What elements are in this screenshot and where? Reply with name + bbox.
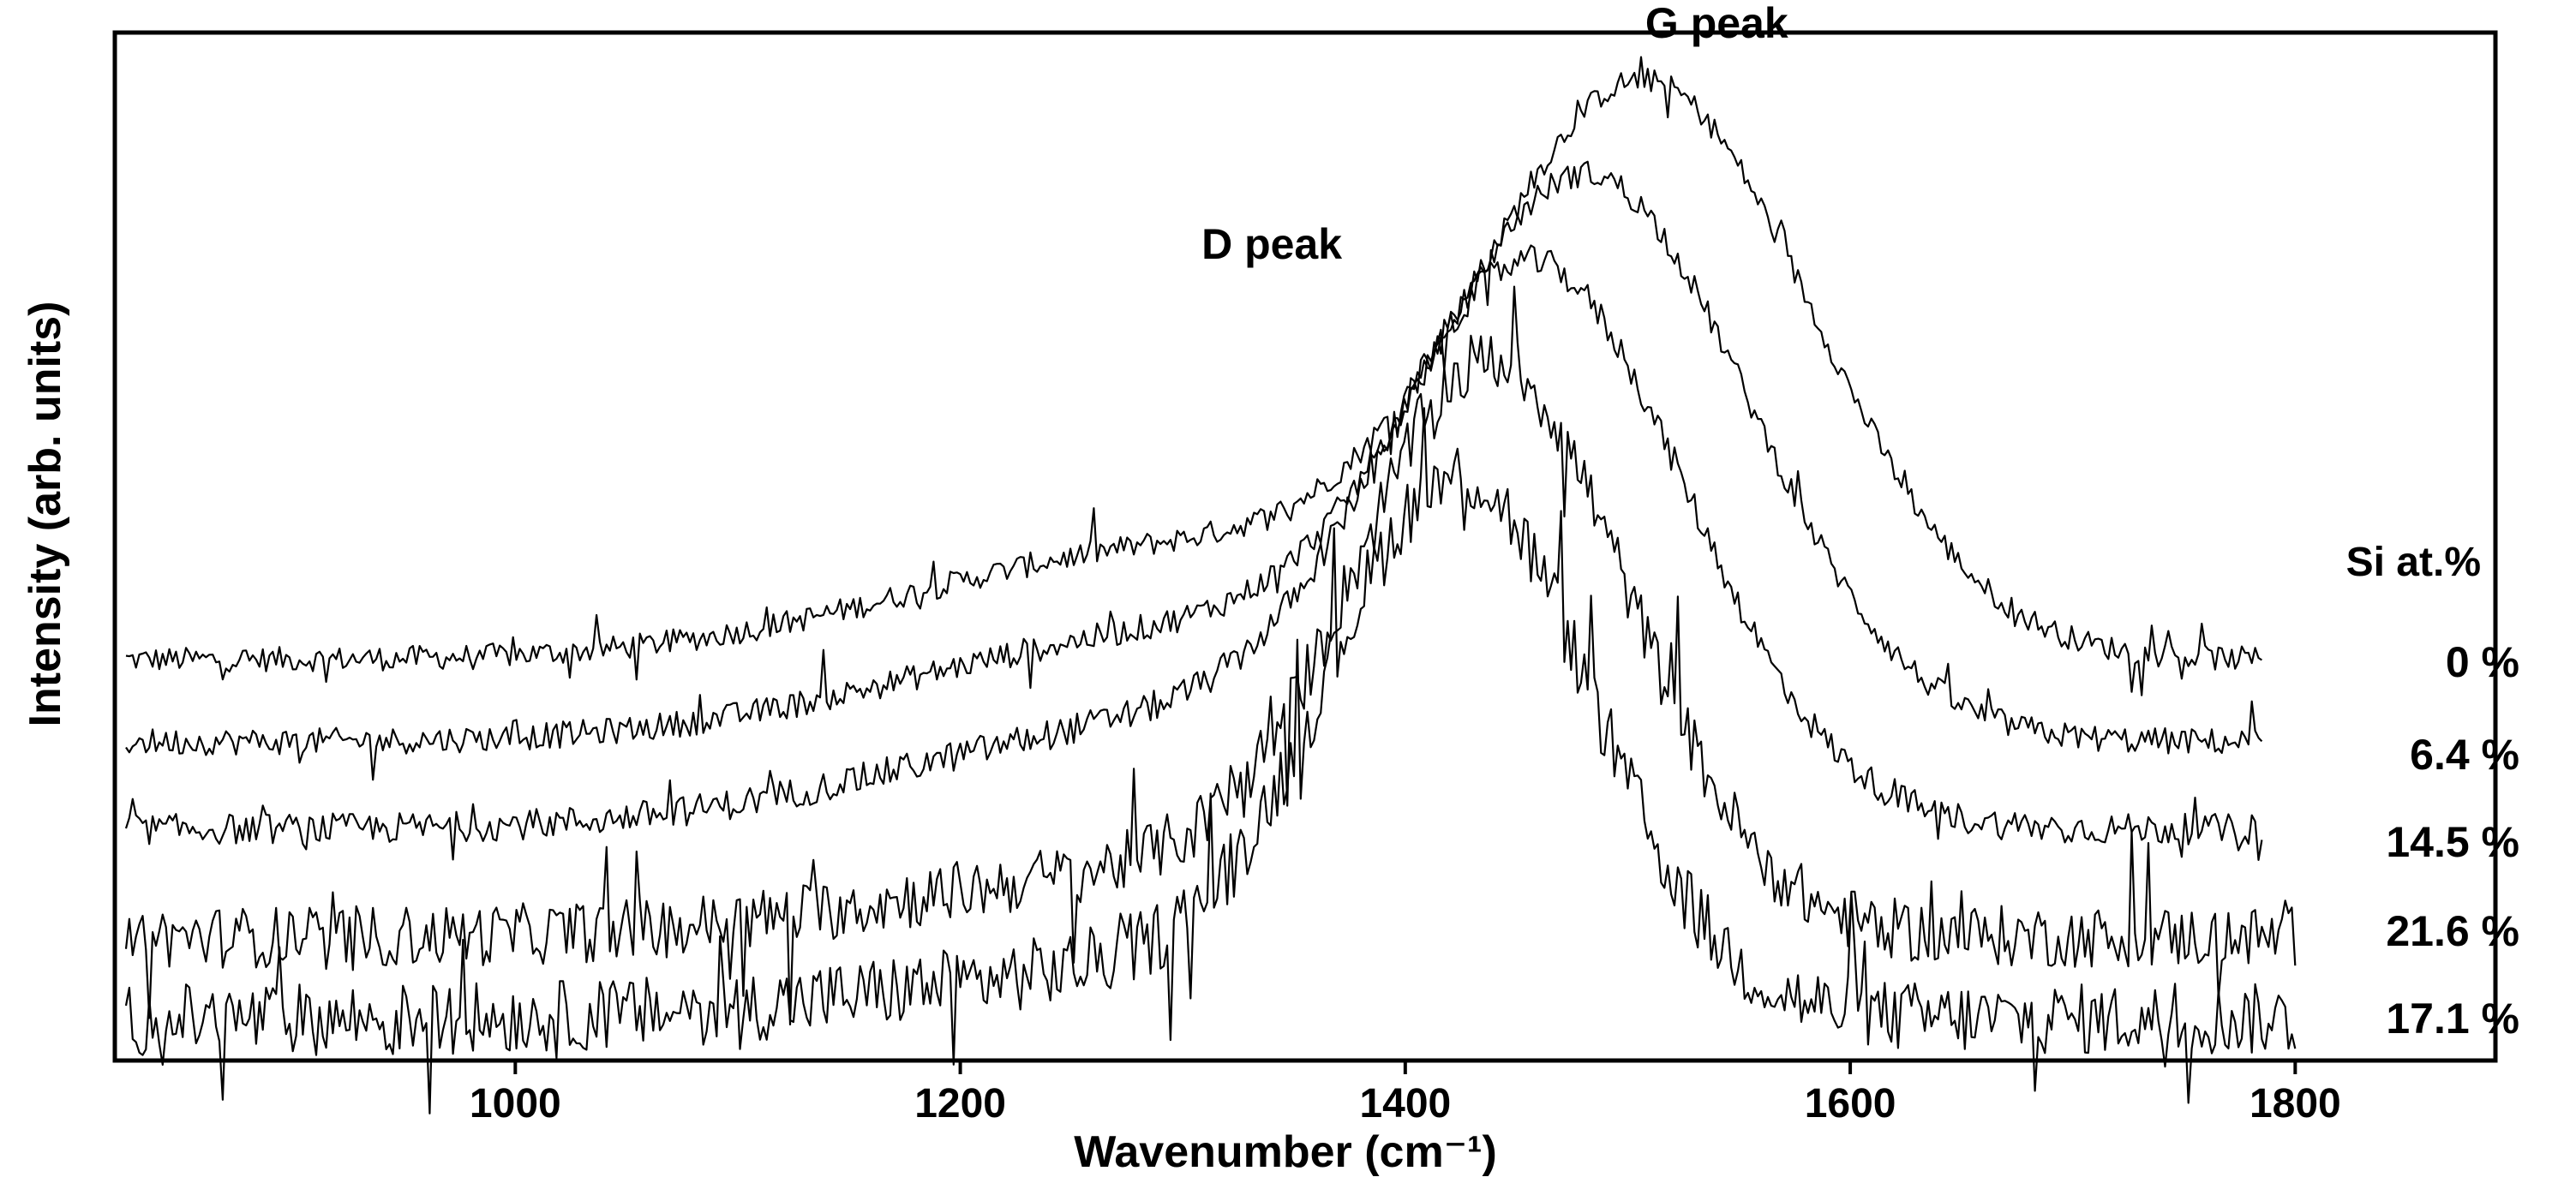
x-tick-label-1800: 1800	[2250, 1081, 2341, 1126]
series-layer	[124, 56, 2297, 1114]
legend: 0 % 6.4 % 14.5 % 21.6 % 17.1 %	[2386, 638, 2519, 1043]
x-axis: 1000 1200 1400 1600 1800	[470, 1061, 2341, 1126]
x-tick-label-1600: 1600	[1805, 1081, 1896, 1126]
legend-entry-0: 0 %	[2446, 638, 2519, 686]
legend-entry-3: 21.6 %	[2386, 907, 2519, 955]
x-tick-label-1400: 1400	[1359, 1081, 1451, 1126]
x-tick-label-1200: 1200	[914, 1081, 1006, 1126]
series-line-4	[124, 407, 2297, 1114]
legend-title: Si at.%	[2346, 540, 2481, 585]
y-axis-label: Intensity (arb. units)	[21, 302, 70, 727]
annotation-1: D peak	[1201, 220, 1342, 268]
x-tick-label-1000: 1000	[470, 1081, 561, 1126]
annotations: G peak D peak	[1201, 0, 1788, 268]
legend-entry-1: 6.4 %	[2410, 731, 2519, 779]
x-axis-label: Wavenumber (cm⁻¹)	[1074, 1127, 1497, 1177]
legend-entry-2: 14.5 %	[2386, 818, 2519, 866]
legend-entry-4: 17.1 %	[2386, 995, 2519, 1043]
annotation-0: G peak	[1645, 0, 1788, 47]
series-line-1	[125, 160, 2263, 781]
plot-frame	[112, 30, 2498, 1063]
series-line-0	[125, 56, 2262, 696]
series-line-2	[124, 244, 2263, 862]
